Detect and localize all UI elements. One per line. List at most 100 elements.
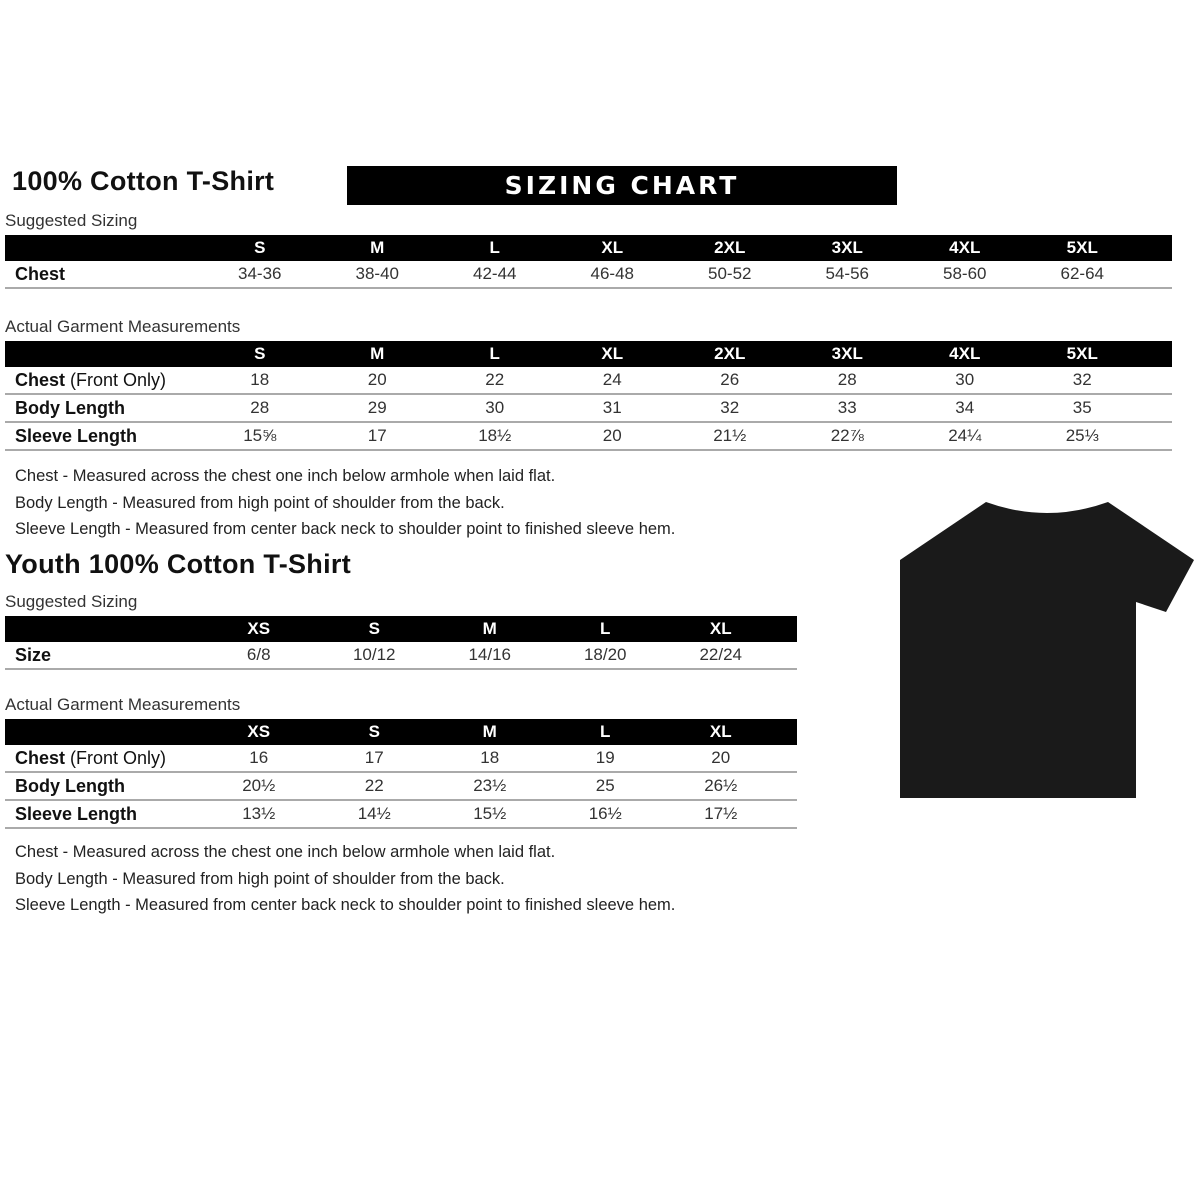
table-cell: 46-48	[590, 264, 634, 283]
size-header: 4XL	[949, 238, 981, 257]
size-header: M	[482, 619, 497, 638]
adult-notes: Chest - Measured across the chest one in…	[15, 467, 675, 547]
table-cell: 32	[720, 398, 740, 417]
table-cell: 34-36	[238, 264, 282, 283]
table-cell: 25⅓	[1065, 426, 1099, 445]
row-label-text: Chest	[15, 369, 66, 390]
size-header: 5XL	[1066, 344, 1098, 363]
table-cell: 18/20	[583, 645, 627, 664]
table-cell: 13½	[242, 804, 276, 823]
adult-actual-label: Actual Garment Measurements	[5, 317, 241, 336]
youth-suggested-table: XS S M L XL Size 6/8 10/12 14/16 18/20 22/24	[5, 616, 797, 670]
size-header: S	[368, 722, 380, 741]
table-cell: 29	[367, 398, 387, 417]
table-cell: 22	[485, 370, 505, 389]
size-header: M	[482, 722, 497, 741]
table-cell: 30	[955, 370, 975, 389]
tshirt-shape	[900, 502, 1194, 798]
size-header: XL	[709, 619, 732, 638]
size-header: L	[489, 344, 500, 363]
table-cell: 50-52	[708, 264, 752, 283]
row-label-text: Body Length	[15, 775, 125, 796]
table-row: Chest (Front Only) 16 17 18 19 20	[5, 745, 797, 773]
size-header-row: XS S M L XL	[5, 616, 797, 642]
size-header: 3XL	[831, 344, 863, 363]
table-cell: 18	[250, 370, 270, 389]
size-header: L	[489, 238, 500, 257]
table-cell: 24¼	[948, 426, 982, 445]
row-label-text: Chest	[15, 263, 66, 284]
table-cell: 31	[602, 398, 622, 417]
note-line: Body Length - Measured from high point o…	[15, 493, 505, 512]
row-label-text: Sleeve Length	[15, 803, 138, 824]
adult-title: 100% Cotton T-Shirt	[12, 166, 275, 196]
table-cell: 38-40	[355, 264, 399, 283]
row-label-extra: (Front Only)	[65, 747, 167, 768]
table-cell: 20	[602, 426, 622, 445]
size-header: S	[254, 344, 266, 363]
table-cell: 33	[837, 398, 857, 417]
table-cell: 20	[711, 748, 731, 767]
table-cell: 18	[480, 748, 500, 767]
table-cell: 17½	[704, 804, 738, 823]
table-row: Chest (Front Only) 18 20 22 24 26 28 30 32	[5, 367, 1172, 395]
youth-title: Youth 100% Cotton T-Shirt	[5, 549, 351, 579]
size-header: S	[368, 619, 380, 638]
table-cell: 62-64	[1060, 264, 1104, 283]
size-header: 5XL	[1066, 238, 1098, 257]
size-header: XL	[709, 722, 732, 741]
note-line: Body Length - Measured from high point o…	[15, 869, 505, 888]
table-cell: 22⅞	[830, 426, 864, 445]
size-header: XL	[601, 238, 624, 257]
tshirt-image	[900, 502, 1194, 798]
size-header-row: XS S M L XL	[5, 719, 797, 745]
row-label: Body Length	[5, 776, 201, 797]
row-label-text: Chest	[15, 747, 66, 768]
sizing-chart-banner: SIZING CHART	[347, 166, 897, 205]
table-cell: 16½	[588, 804, 622, 823]
table-cell: 28	[837, 370, 857, 389]
table-cell: 25	[595, 776, 615, 795]
table-cell: 6/8	[246, 645, 271, 664]
table-cell: 15⅝	[243, 426, 277, 445]
table-cell: 42-44	[473, 264, 517, 283]
table-cell: 18½	[478, 426, 512, 445]
table-cell: 30	[485, 398, 505, 417]
table-row: Sleeve Length 13½ 14½ 15½ 16½ 17½	[5, 801, 797, 829]
table-cell: 22	[364, 776, 384, 795]
table-row: Sleeve Length 15⅝ 17 18½ 20 21½ 22⅞ 24¼ 25⅓	[5, 423, 1172, 451]
table-cell: 17	[367, 426, 387, 445]
row-label: Chest (Front Only)	[5, 748, 201, 769]
youth-notes: Chest - Measured across the chest one in…	[15, 843, 675, 923]
row-label: Sleeve Length	[5, 804, 201, 825]
size-header: M	[370, 344, 385, 363]
size-header: S	[254, 238, 266, 257]
size-header: L	[600, 619, 611, 638]
table-cell: 15½	[473, 804, 507, 823]
table-cell: 17	[364, 748, 384, 767]
note-line: Sleeve Length - Measured from center bac…	[15, 896, 676, 914]
row-label: Size	[5, 645, 201, 666]
row-label-text: Size	[15, 644, 52, 665]
row-label: Body Length	[5, 398, 201, 419]
size-header: 3XL	[831, 238, 863, 257]
adult-actual-table: S M L XL 2XL 3XL 4XL 5XL Chest (Front Only) 18 20 2…	[5, 341, 1172, 451]
note-line: Chest - Measured across the chest one in…	[15, 467, 556, 485]
adult-suggested-label: Suggested Sizing	[5, 211, 138, 230]
table-cell: 58-60	[943, 264, 987, 283]
table-cell: 19	[595, 748, 615, 767]
table-cell: 14½	[357, 804, 391, 823]
table-cell: 28	[250, 398, 270, 417]
youth-actual-table: XS S M L XL Chest (Front Only) 16 17 18 19 20 Body …	[5, 719, 797, 829]
table-cell: 20	[367, 370, 387, 389]
table-cell: 54-56	[825, 264, 869, 283]
table-cell: 16	[249, 748, 269, 767]
row-label: Sleeve Length	[5, 426, 201, 447]
size-header: 2XL	[714, 238, 746, 257]
table-cell: 26½	[704, 776, 738, 795]
size-header: XL	[601, 344, 624, 363]
size-header-row: S M L XL 2XL 3XL 4XL 5XL	[5, 341, 1172, 367]
table-cell: 21½	[713, 426, 747, 445]
table-row: Body Length 28 29 30 31 32 33 34 35	[5, 395, 1172, 423]
table-row: Chest 34-36 38-40 42-44 46-48 50-52 54-56 58-60…	[5, 261, 1172, 289]
